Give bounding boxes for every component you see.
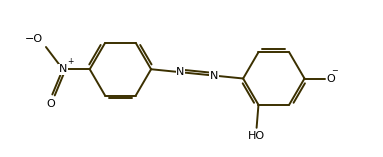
Text: −O: −O [25, 34, 43, 44]
Text: +: + [67, 57, 74, 66]
Text: O: O [326, 73, 335, 84]
Text: N: N [59, 64, 67, 74]
Text: O: O [47, 99, 56, 109]
Text: −: − [331, 67, 338, 76]
Text: N: N [176, 67, 185, 77]
Text: HO: HO [248, 131, 265, 141]
Text: N: N [210, 70, 218, 81]
